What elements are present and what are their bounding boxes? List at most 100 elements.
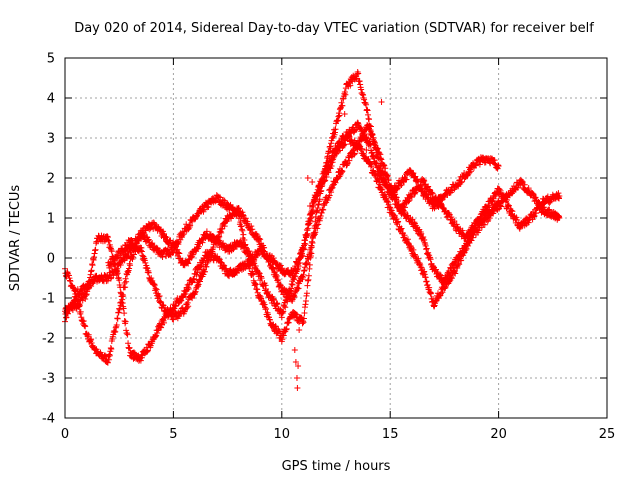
- data-point: [240, 231, 247, 238]
- data-point: [522, 220, 529, 227]
- data-point: [170, 316, 177, 323]
- data-point: [274, 300, 281, 307]
- data-point: [256, 235, 263, 242]
- data-point: [117, 252, 124, 259]
- data-point: [156, 293, 163, 300]
- plot-frame: [64, 57, 608, 419]
- data-point: [251, 256, 258, 263]
- x-tick-label: 10: [274, 427, 291, 442]
- data-point: [366, 116, 373, 123]
- data-point: [360, 135, 367, 142]
- data-point: [374, 164, 381, 171]
- data-point: [334, 174, 341, 181]
- data-point: [174, 246, 181, 253]
- data-point: [403, 176, 410, 183]
- y-axis-label: SDTVAR / TECUs: [8, 185, 23, 292]
- data-point: [198, 262, 205, 269]
- data-point: [118, 293, 125, 300]
- outlier-point: [293, 375, 300, 381]
- data-point: [289, 272, 296, 279]
- data-point: [461, 249, 468, 256]
- y-tick-label: -3: [42, 372, 55, 387]
- data-point: [428, 189, 435, 196]
- x-tick-label: 20: [490, 427, 507, 442]
- data-point: [85, 331, 92, 338]
- data-point: [123, 278, 130, 285]
- outlier-point: [306, 203, 313, 209]
- data-point: [408, 194, 415, 201]
- data-point: [505, 202, 512, 209]
- data-point: [355, 142, 362, 149]
- data-point: [265, 288, 272, 295]
- data-point: [129, 254, 136, 261]
- data-point: [363, 101, 370, 108]
- data-point: [332, 126, 339, 133]
- data-point: [67, 278, 74, 285]
- data-point: [556, 215, 563, 221]
- data-point: [468, 168, 475, 175]
- data-point: [375, 178, 382, 185]
- data-point: [121, 310, 128, 317]
- data-point: [118, 299, 125, 306]
- outlier-point: [341, 111, 348, 117]
- y-tick-label: 0: [47, 252, 55, 267]
- data-point: [405, 198, 412, 205]
- data-point: [113, 321, 120, 328]
- x-tick-label: 5: [169, 427, 177, 442]
- y-tick-label: 5: [47, 52, 55, 67]
- data-point: [261, 244, 268, 251]
- data-point: [328, 162, 335, 169]
- data-point: [283, 325, 290, 332]
- outlier-point: [297, 315, 304, 321]
- outlier-point: [378, 99, 385, 105]
- data-point: [88, 267, 95, 274]
- data-point: [448, 275, 455, 282]
- x-tick-label: 0: [61, 427, 69, 442]
- data-point: [428, 289, 435, 296]
- data-point: [215, 193, 222, 200]
- data-point: [153, 286, 160, 293]
- data-point: [92, 246, 99, 253]
- y-tick-label: 2: [47, 172, 55, 187]
- data-point: [314, 192, 321, 199]
- data-point: [322, 177, 329, 184]
- data-point: [325, 169, 332, 176]
- data-point: [302, 298, 309, 305]
- outlier-point: [309, 179, 316, 185]
- data-point: [183, 221, 190, 228]
- y-tick-label: 4: [47, 92, 55, 107]
- x-axis-label: GPS time / hours: [282, 459, 391, 474]
- data-point: [114, 270, 121, 277]
- data-point: [130, 349, 137, 356]
- data-point: [151, 282, 158, 289]
- data-point: [185, 303, 192, 310]
- data-point: [382, 165, 389, 172]
- data-point: [525, 219, 532, 226]
- outlier-point: [296, 327, 303, 333]
- data-point: [366, 123, 373, 130]
- data-point: [481, 221, 488, 228]
- data-point: [158, 324, 165, 331]
- data-point: [114, 315, 121, 322]
- data-point: [304, 227, 311, 234]
- data-point: [521, 181, 528, 188]
- data-point: [203, 263, 210, 270]
- y-tick-label: -4: [42, 412, 55, 427]
- data-point: [161, 319, 168, 326]
- data-point: [238, 266, 245, 273]
- data-point: [108, 248, 115, 255]
- data-point: [256, 270, 263, 277]
- data-point: [395, 218, 402, 225]
- data-point: [416, 226, 423, 233]
- data-point: [145, 269, 152, 276]
- data-point: [160, 228, 167, 235]
- data-point: [145, 236, 152, 243]
- data-point: [123, 245, 130, 252]
- data-point: [77, 308, 84, 315]
- data-point: [117, 284, 124, 291]
- data-point: [124, 331, 131, 338]
- data-point: [105, 238, 112, 245]
- data-point: [116, 306, 123, 313]
- data-point: [197, 278, 204, 285]
